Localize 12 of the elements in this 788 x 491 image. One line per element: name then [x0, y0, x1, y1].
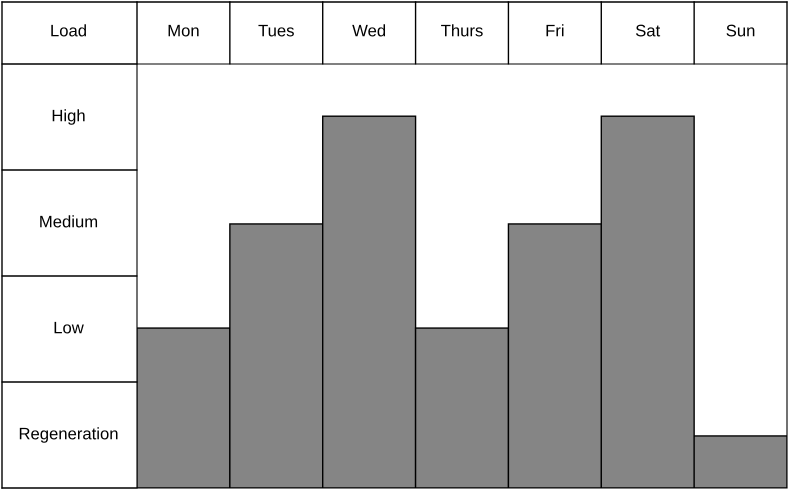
text: High [52, 109, 85, 125]
y-axis-title: Load [51, 24, 86, 36]
x-tick-label: Sun [726, 24, 754, 36]
x-tick-label: Wed [352, 24, 386, 36]
text: Medium [40, 215, 98, 228]
x-tick-label: Sat [636, 24, 660, 36]
text: Regeneration [20, 427, 118, 443]
x-tick-label: Tues [258, 24, 294, 36]
x-tick-label: Mon [168, 24, 199, 36]
x-tick-label: Fri [546, 24, 564, 36]
x-tick-label: Thurs [441, 24, 483, 36]
text: Low [54, 322, 84, 334]
